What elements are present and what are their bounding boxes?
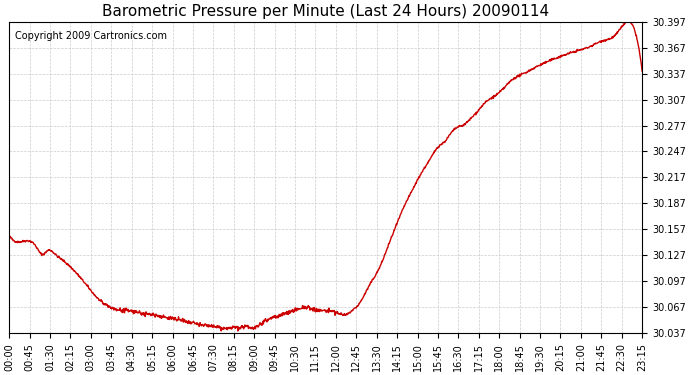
Text: Copyright 2009 Cartronics.com: Copyright 2009 Cartronics.com <box>15 31 168 41</box>
Title: Barometric Pressure per Minute (Last 24 Hours) 20090114: Barometric Pressure per Minute (Last 24 … <box>102 4 549 19</box>
